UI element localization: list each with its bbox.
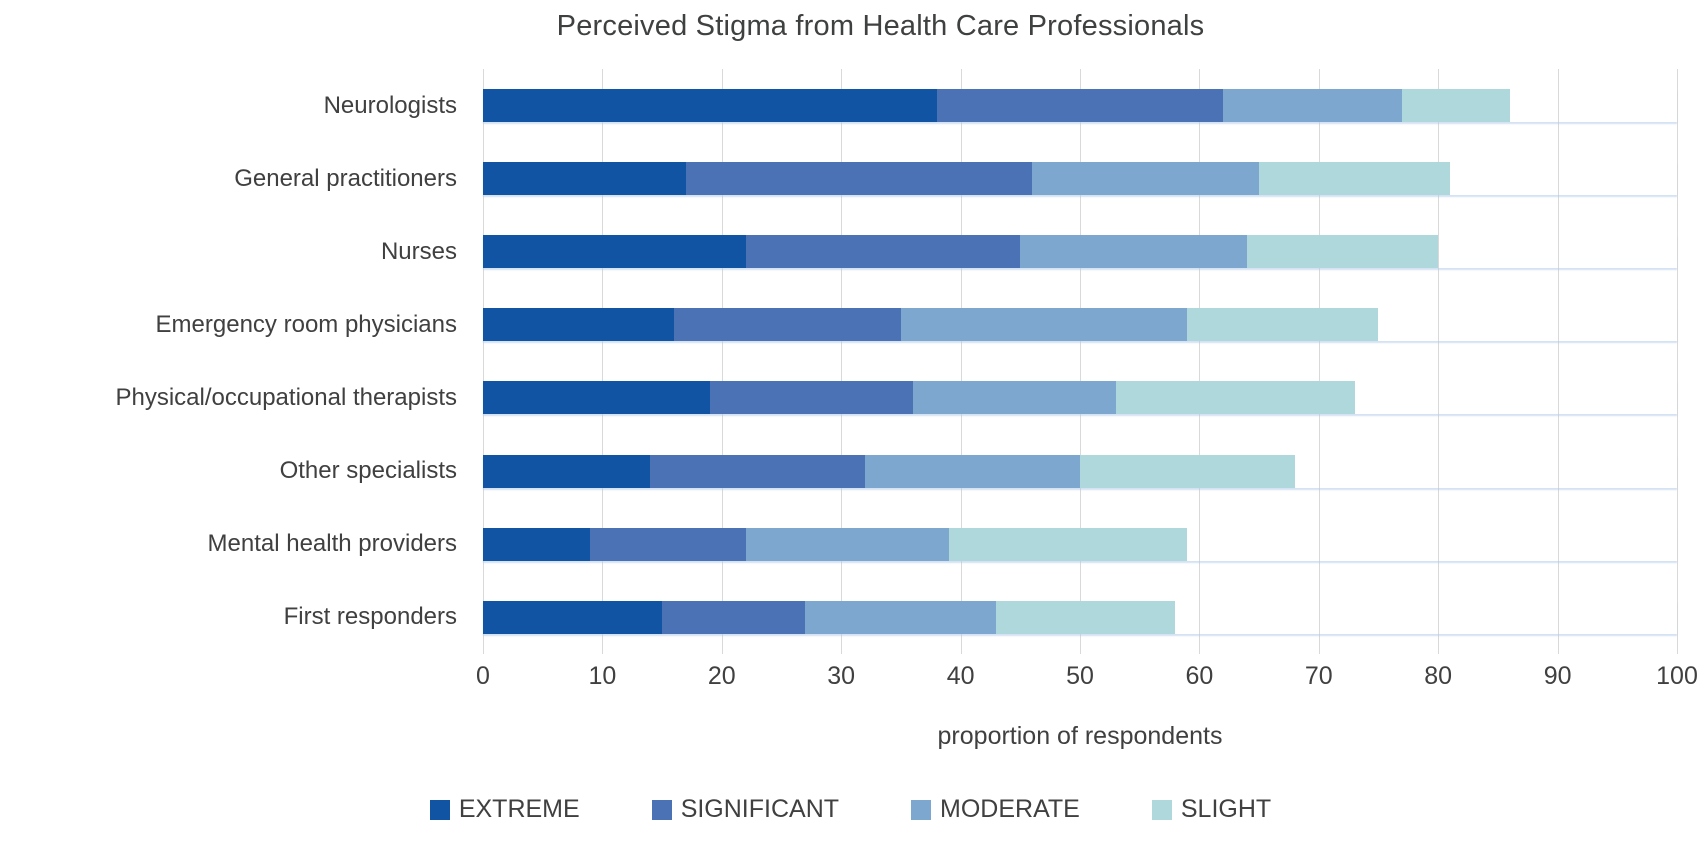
x-tick-label: 80 [1424,662,1453,690]
bar-segment-slight [948,527,1188,561]
bar-segment-moderate [1032,162,1260,196]
chart-body: Neurologists General practitioners Nurses E… [0,69,1701,654]
x-tick-label: 10 [588,662,617,690]
bar-segment-significant [674,308,901,342]
bar-segment-slight [1402,89,1510,123]
bar-segment-slight [1187,308,1379,342]
gridline [721,69,723,654]
bar-row [483,142,1677,215]
bar-segment-slight [996,600,1176,634]
gridline [960,69,962,654]
legend-label: MODERATE [940,795,1080,823]
bar-stack [483,89,1677,123]
bar-stack [483,162,1677,196]
x-tick-label: 50 [1066,662,1094,690]
bar-segment-extreme [483,162,686,196]
bar-segment-moderate [865,454,1080,488]
bar-segment-significant [685,162,1033,196]
bar-segment-significant [745,235,1021,269]
legend-item-significant: SIGNIFICANT [651,795,840,824]
bar-row [483,508,1677,581]
bar-stack [483,235,1677,269]
gridline [1318,69,1320,654]
category-label: Nurses [380,237,457,265]
gridline [1199,69,1201,654]
legend-swatch [1151,799,1172,820]
legend-swatch [429,799,450,820]
bar-segment-moderate [805,600,997,634]
legend-item-moderate: MODERATE [911,795,1080,824]
bar-row [483,361,1677,434]
legend-item-slight: SLIGHT [1151,795,1272,824]
bar-segment-moderate [1020,235,1248,269]
category-label: Emergency room physicians [155,310,457,338]
bar-row [483,69,1677,142]
bar-segment-slight [1247,235,1439,269]
bar-segment-extreme [483,89,937,123]
bar-stack [483,600,1677,634]
bar-segment-moderate [745,527,949,561]
bar-stack [483,381,1677,415]
bar-row [483,434,1677,507]
x-tick-label: 90 [1543,662,1572,690]
gridline [841,69,843,654]
bar-segment-slight [1259,162,1451,196]
bar-segment-significant [590,527,746,561]
legend-item-extreme: EXTREME [429,795,580,824]
bar-row [483,288,1677,361]
bar-segment-moderate [900,308,1188,342]
category-label: General practitioners [234,164,457,192]
x-axis-title: proportion of respondents [937,722,1223,750]
chart-title: Perceived Stigma from Health Care Profes… [556,10,1205,42]
bar-segment-extreme [483,454,651,488]
x-tick-label: 70 [1304,662,1333,690]
bar-row [483,215,1677,288]
bar-segment-slight [1115,381,1355,415]
x-tick-label: 60 [1185,662,1214,690]
gridline [1438,69,1440,654]
gridline [602,69,604,654]
bar-segment-extreme [483,308,675,342]
bar-segment-extreme [483,527,591,561]
legend-swatch [911,799,932,820]
bar-segment-moderate [912,381,1116,415]
bar-segment-extreme [483,600,663,634]
bar-segment-extreme [483,235,746,269]
x-tick-label: 100 [1656,662,1698,690]
legend-swatch [651,799,672,820]
x-tick-label: 40 [946,662,975,690]
bar-segment-significant [709,381,913,415]
category-label: Other specialists [279,457,457,485]
category-axis: Neurologists General practitioners Nurses E… [0,69,483,654]
bar-stack [483,454,1677,488]
gridline [1677,69,1678,654]
x-tick-label: 0 [476,662,490,690]
x-tick-label: 20 [707,662,736,690]
bar-segment-significant [662,600,806,634]
category-label: Physical/occupational therapists [115,383,457,411]
gridline [1080,69,1081,654]
gridline [483,69,484,654]
legend: EXTREME SIGNIFICANT MODERATE SLIGHT [0,795,1701,824]
legend-label: SLIGHT [1180,795,1272,823]
x-tick-label: 30 [827,662,856,690]
bar-segment-significant [650,454,866,488]
category-label: Neurologists [323,91,457,119]
bar-row [483,581,1677,654]
category-label: First responders [283,603,457,631]
bar-stack [483,527,1677,561]
legend-label: SIGNIFICANT [680,795,840,823]
category-label: Mental health providers [207,530,457,558]
x-axis-ticks: 0 10 20 30 40 50 60 70 80 90 100 [476,662,1698,696]
legend-label: EXTREME [458,795,580,823]
gridline [1557,69,1559,654]
bar-segment-significant [936,89,1224,123]
plot-area [483,69,1678,654]
bar-stack [483,308,1677,342]
bar-segment-extreme [483,381,710,415]
bar-segment-moderate [1223,89,1403,123]
bar-segment-slight [1079,454,1295,488]
